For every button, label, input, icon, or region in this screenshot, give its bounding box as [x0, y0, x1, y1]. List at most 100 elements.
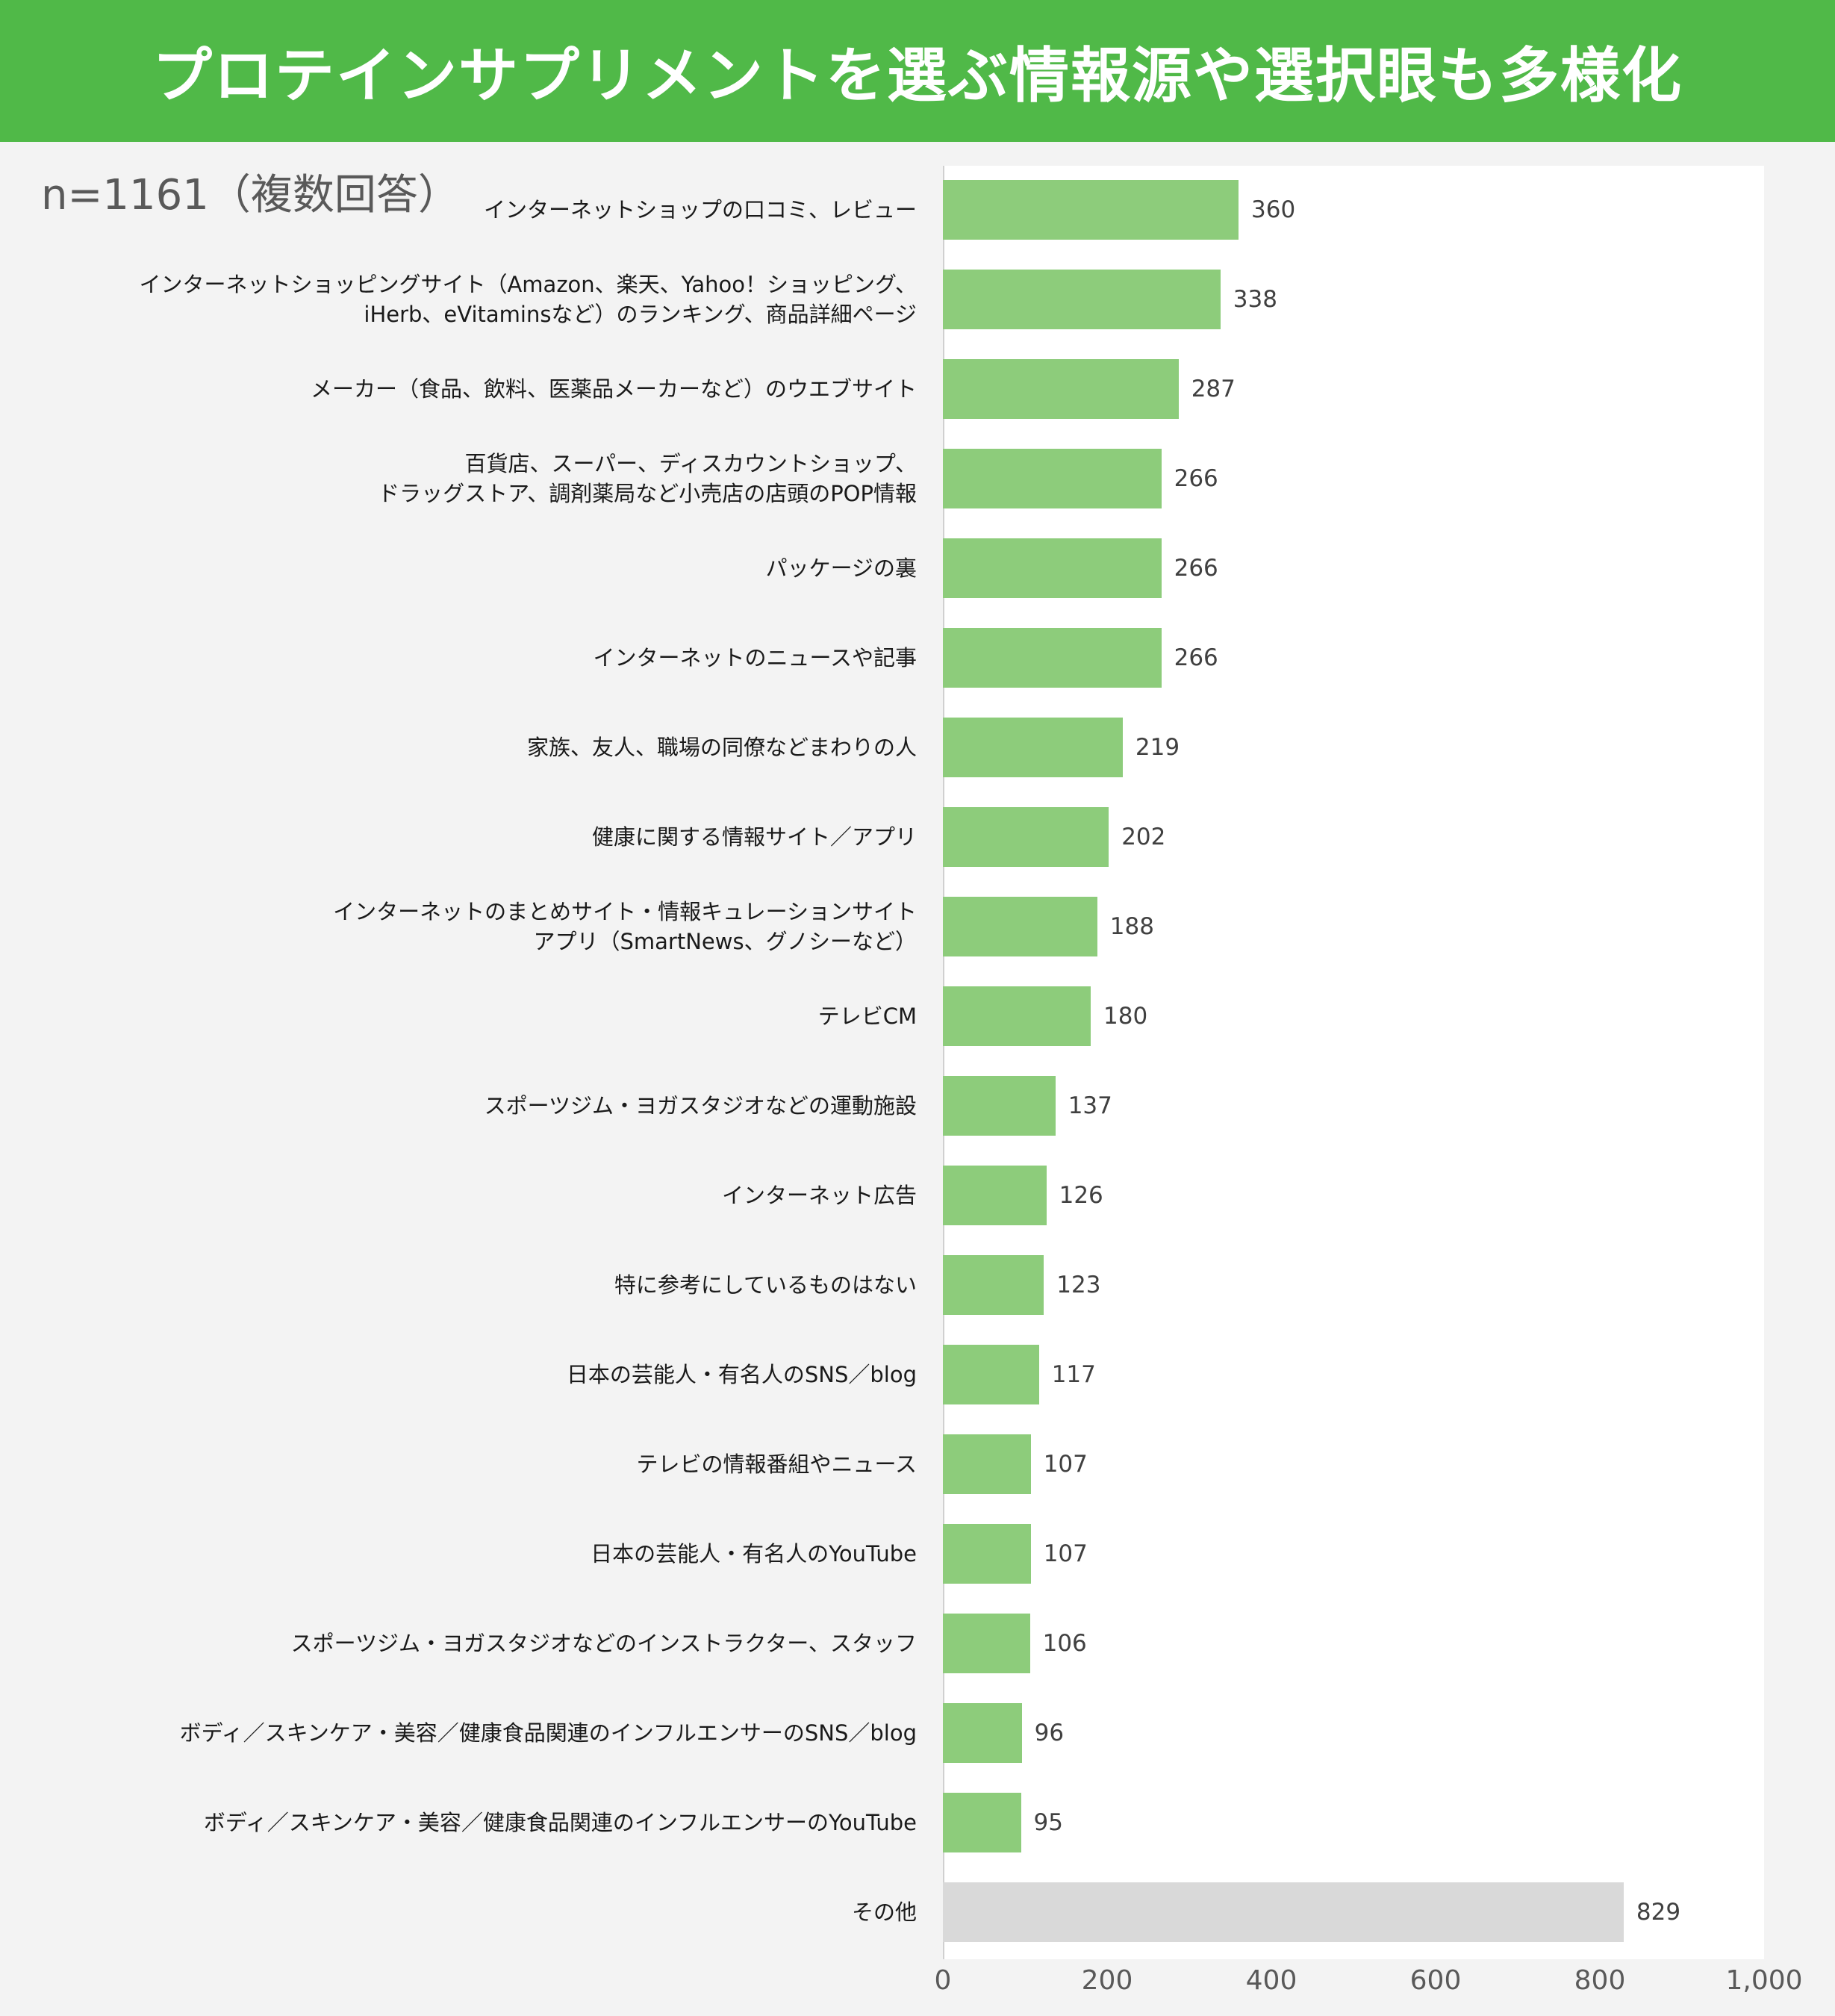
value-label: 360 [1251, 196, 1296, 223]
category-label-line: スポーツジム・ヨガスタジオなどのインストラクター、スタッフ [290, 1631, 917, 1656]
category-label-line: インターネットショッピングサイト（Amazon、楽天、Yahoo！ショッピング、 [139, 272, 917, 297]
x-tick-label: 800 [1574, 1965, 1626, 1996]
category-label: 日本の芸能人・有名人のSNS／blog [567, 1345, 917, 1404]
bar-row: パッケージの裏 266 [0, 538, 1835, 628]
category-label: インターネットショッピングサイト（Amazon、楽天、Yahoo！ショッピング、… [139, 270, 917, 329]
category-label: インターネットのまとめサイト・情報キュレーションサイトアプリ（SmartNews… [333, 897, 917, 956]
bar [943, 1882, 1624, 1942]
category-label: 家族、友人、職場の同僚などまわりの人 [527, 718, 917, 777]
category-label-line: テレビCM [817, 1004, 917, 1029]
category-label-line: インターネット広告 [721, 1183, 917, 1208]
bar [943, 449, 1162, 508]
bar-row: 日本の芸能人・有名人のYouTube 107 [0, 1524, 1835, 1614]
category-label-line: ドラッグストア、調剤薬局など小売店の店頭のPOP情報 [378, 481, 917, 506]
bar-row: その他 829 [0, 1882, 1835, 1972]
category-label-line: その他 [851, 1900, 917, 1925]
bar [943, 270, 1221, 329]
value-label: 287 [1191, 376, 1236, 402]
bar [943, 1524, 1031, 1584]
category-label-line: 家族、友人、職場の同僚などまわりの人 [526, 735, 917, 760]
sample-size-note: n=1161（複数回答） [41, 171, 460, 220]
bar [943, 180, 1239, 240]
category-label: 健康に関する情報サイト／アプリ [592, 807, 917, 867]
bar-row: 家族、友人、職場の同僚などまわりの人 219 [0, 718, 1835, 807]
category-label: 日本の芸能人・有名人のYouTube [591, 1524, 917, 1584]
bar-row: メーカー（食品、飲料、医薬品メーカーなど）のウエブサイト 287 [0, 359, 1835, 449]
category-label: スポーツジム・ヨガスタジオなどのインストラクター、スタッフ [291, 1614, 917, 1673]
bar [943, 1076, 1056, 1136]
value-label: 266 [1174, 644, 1218, 671]
category-label: ボディ／スキンケア・美容／健康食品関連のインフルエンサーのSNS／blog [180, 1703, 917, 1763]
bar [943, 897, 1097, 956]
bar-row: インターネットショッピングサイト（Amazon、楽天、Yahoo！ショッピング、… [0, 270, 1835, 359]
value-label: 117 [1051, 1361, 1096, 1388]
category-label-line: 特に参考にしているものはない [614, 1272, 917, 1298]
bar [943, 359, 1179, 419]
value-label: 95 [1033, 1809, 1063, 1836]
category-label-line: パッケージの裏 [765, 556, 917, 581]
x-tick-label: 400 [1245, 1965, 1297, 1996]
category-label: テレビの情報番組やニュース [636, 1434, 917, 1494]
category-label-line: インターネットショップの口コミ、レビュー [483, 197, 917, 223]
y-axis-line [943, 166, 944, 1959]
value-label: 829 [1636, 1899, 1681, 1926]
category-label-line: テレビの情報番組やニュース [636, 1452, 917, 1477]
x-tick-label: 600 [1409, 1965, 1462, 1996]
value-label: 202 [1121, 824, 1166, 850]
value-label: 266 [1174, 555, 1218, 582]
value-label: 137 [1068, 1092, 1112, 1119]
bar [943, 538, 1162, 598]
bar-row: 健康に関する情報サイト／アプリ 202 [0, 807, 1835, 897]
value-label: 106 [1042, 1630, 1087, 1657]
category-label: インターネットのニュースや記事 [593, 628, 917, 688]
bar [943, 1166, 1047, 1225]
category-label-line: ボディ／スキンケア・美容／健康食品関連のインフルエンサーのSNS／blog [179, 1720, 917, 1746]
category-label: メーカー（食品、飲料、医薬品メーカーなど）のウエブサイト [311, 359, 917, 419]
bar [943, 1255, 1044, 1315]
value-label: 126 [1059, 1182, 1103, 1209]
chart-title: プロテインサプリメントを選ぶ情報源や選択眼も多様化 [152, 41, 1683, 111]
bar [943, 628, 1162, 688]
category-label-line: 日本の芸能人・有名人のYouTube [591, 1541, 917, 1567]
bar [943, 718, 1123, 777]
category-label-line: アプリ（SmartNews、グノシーなど） [533, 929, 917, 954]
bar-row: 日本の芸能人・有名人のSNS／blog 117 [0, 1345, 1835, 1434]
category-label-line: 百貨店、スーパー、ディスカウントショップ、 [464, 451, 917, 476]
bar-row: テレビの情報番組やニュース 107 [0, 1434, 1835, 1524]
category-label: パッケージの裏 [766, 538, 917, 598]
bar [943, 986, 1091, 1046]
value-label: 188 [1109, 913, 1154, 940]
category-label: 百貨店、スーパー、ディスカウントショップ、ドラッグストア、調剤薬局など小売店の店… [378, 449, 917, 508]
bar-row: スポーツジム・ヨガスタジオなどの運動施設 137 [0, 1076, 1835, 1166]
title-banner: プロテインサプリメントを選ぶ情報源や選択眼も多様化 [0, 0, 1835, 142]
bar [943, 1434, 1031, 1494]
bar [943, 1793, 1021, 1852]
x-tick-label: 1,000 [1725, 1965, 1803, 1996]
bar-row: テレビCM 180 [0, 986, 1835, 1076]
bar-row: インターネットのまとめサイト・情報キュレーションサイトアプリ（SmartNews… [0, 897, 1835, 986]
category-label-line: 健康に関する情報サイト／アプリ [591, 824, 917, 850]
bar-row: 百貨店、スーパー、ディスカウントショップ、ドラッグストア、調剤薬局など小売店の店… [0, 449, 1835, 538]
category-label-line: インターネットのまとめサイト・情報キュレーションサイト [333, 899, 917, 924]
category-label: インターネット広告 [722, 1166, 917, 1225]
value-label: 338 [1233, 286, 1277, 313]
bar [943, 1703, 1022, 1763]
bar-row: スポーツジム・ヨガスタジオなどのインストラクター、スタッフ 106 [0, 1614, 1835, 1703]
bar-row: インターネットショップの口コミ、レビュー 360 [0, 180, 1835, 270]
value-label: 219 [1135, 734, 1180, 761]
x-tick-label: 200 [1081, 1965, 1133, 1996]
category-label-line: インターネットのニュースや記事 [593, 645, 917, 671]
category-label: インターネットショップの口コミ、レビュー [484, 180, 917, 240]
value-label: 96 [1034, 1720, 1065, 1746]
value-label: 180 [1103, 1003, 1148, 1030]
value-label: 123 [1056, 1272, 1101, 1298]
value-label: 107 [1043, 1540, 1088, 1567]
bar-row: インターネット広告 126 [0, 1166, 1835, 1255]
category-label-line: 日本の芸能人・有名人のSNS／blog [566, 1362, 917, 1387]
bar-row: 特に参考にしているものはない 123 [0, 1255, 1835, 1345]
category-label-line: メーカー（食品、飲料、医薬品メーカーなど）のウエブサイト [310, 376, 917, 402]
bar [943, 807, 1109, 867]
bar-row: ボディ／スキンケア・美容／健康食品関連のインフルエンサーのYouTube 95 [0, 1793, 1835, 1882]
bar [943, 1345, 1039, 1404]
